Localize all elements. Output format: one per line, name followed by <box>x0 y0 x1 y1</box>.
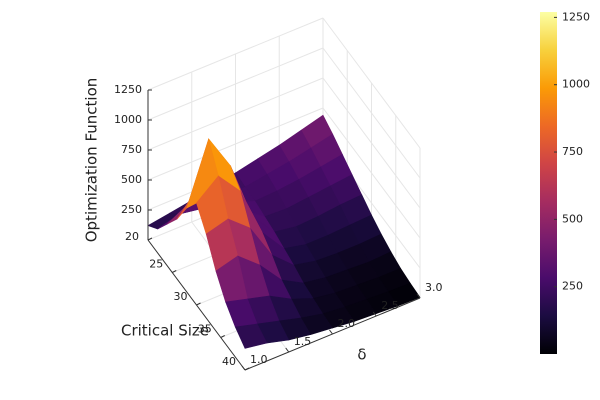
x-tick-label: 40 <box>222 355 236 368</box>
surface-cell <box>147 212 181 230</box>
y-tick-label: 1.5 <box>294 335 312 348</box>
tick-mark <box>220 335 225 338</box>
x-tick-label: 25 <box>149 258 163 271</box>
z-tick-label: 1250 <box>114 83 142 96</box>
colorbar-tick-label: 1250 <box>562 10 590 23</box>
tick-mark <box>147 237 153 241</box>
tick-mark <box>416 293 421 299</box>
tick-mark <box>196 302 201 306</box>
tick-mark <box>285 347 290 353</box>
tick-mark <box>372 311 377 317</box>
z-axis-title: Optimization Function <box>83 78 101 243</box>
x-tick-label: 20 <box>125 230 139 243</box>
colorbar-tick-label: 750 <box>562 145 583 158</box>
tick-mark <box>241 365 246 371</box>
tick-mark <box>329 329 333 335</box>
z-tick-label: 750 <box>121 143 142 156</box>
y-axis-title: δ <box>357 346 366 364</box>
x-tick-label: 30 <box>174 290 188 303</box>
colorbar-tick-label: 500 <box>562 212 583 225</box>
surface-cell <box>234 323 268 349</box>
x-axis-title: Critical Size <box>121 322 209 340</box>
colorbar-tick-label: 250 <box>562 280 583 293</box>
y-tick-label: 3.0 <box>425 281 443 294</box>
x-tick-label: 35 <box>198 323 212 336</box>
z-tick-label: 250 <box>121 203 142 216</box>
z-tick-label: 500 <box>121 173 142 186</box>
y-tick-label: 2.5 <box>381 299 399 312</box>
z-tick-label: 1000 <box>114 113 142 126</box>
colorbar <box>540 12 557 354</box>
colorbar-tick-label: 1000 <box>562 78 590 91</box>
tick-mark <box>172 270 177 273</box>
y-tick-label: 2.0 <box>338 317 356 330</box>
tick-mark <box>244 367 250 371</box>
y-tick-label: 1.0 <box>250 353 268 366</box>
